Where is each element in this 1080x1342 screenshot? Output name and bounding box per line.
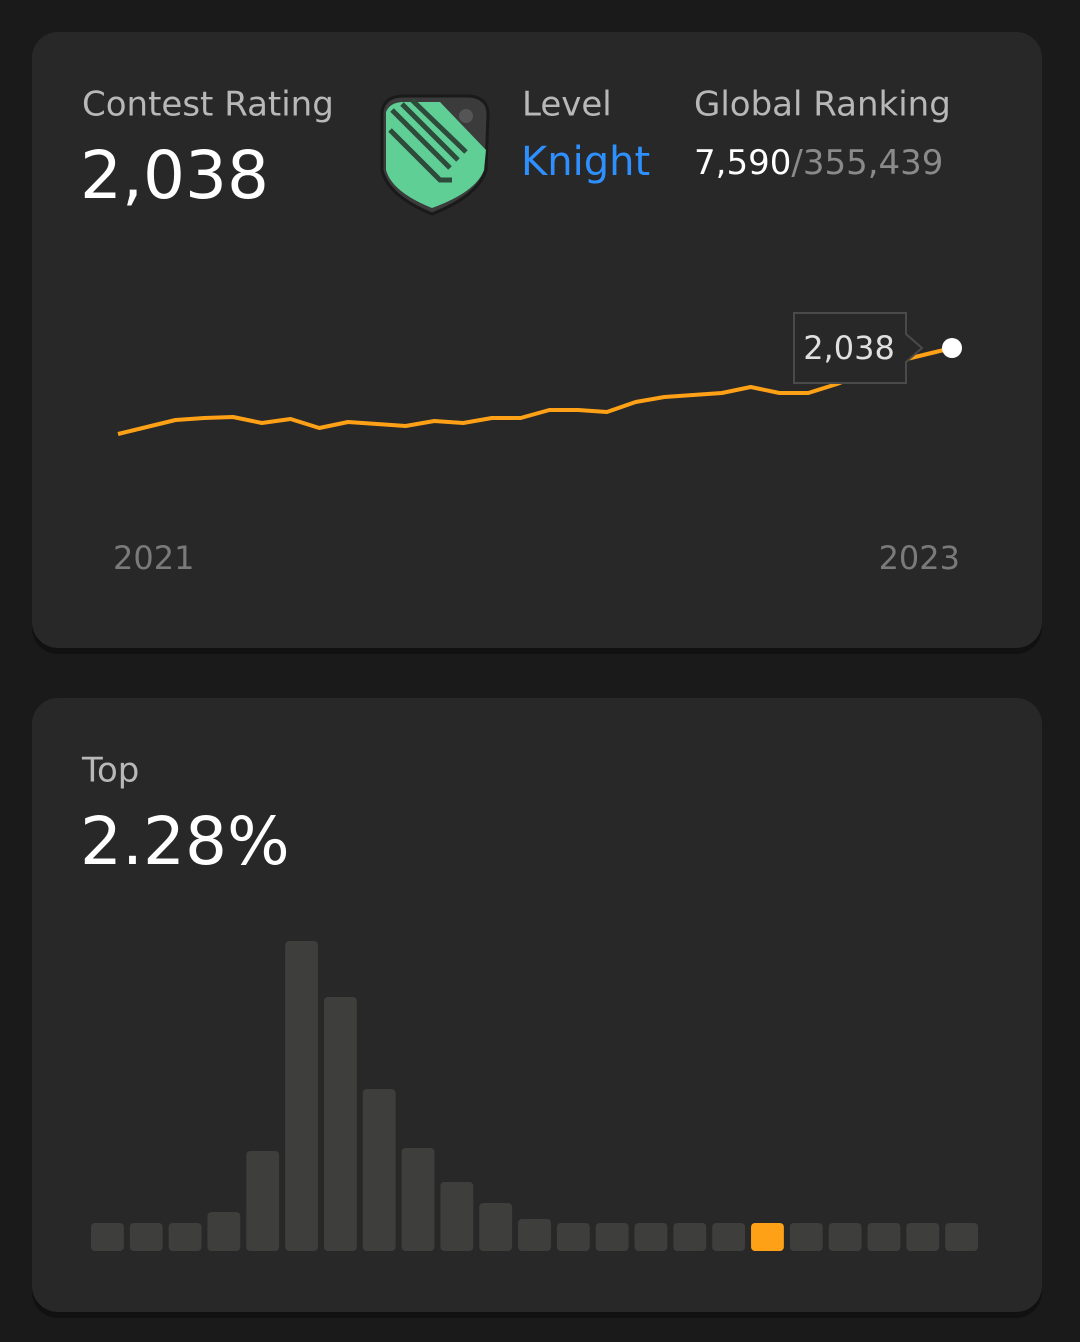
bar	[440, 1182, 474, 1251]
ranking-value: 7,590/355,439	[694, 143, 943, 183]
top-label: Top	[81, 751, 139, 791]
bar	[906, 1223, 940, 1251]
bar	[168, 1223, 202, 1251]
tooltip-label: 2,038	[803, 329, 895, 367]
bar	[401, 1148, 435, 1251]
top-card	[32, 698, 1042, 1312]
bar	[751, 1223, 784, 1251]
bar	[362, 1089, 396, 1251]
bar	[789, 1223, 823, 1251]
bar	[634, 1223, 668, 1251]
total: 355,439	[803, 143, 944, 183]
end-point	[942, 338, 962, 358]
rating-value: 2,038	[80, 137, 269, 214]
level-badge	[380, 94, 490, 216]
bar	[673, 1223, 707, 1251]
tooltip-box	[793, 312, 924, 384]
bar	[595, 1223, 629, 1251]
x-tick-label: 2021	[113, 539, 194, 577]
bar	[945, 1223, 978, 1251]
bar	[323, 997, 357, 1251]
rating-line	[117, 346, 953, 436]
bar	[207, 1212, 241, 1251]
bar	[556, 1223, 590, 1251]
level-value: Knight	[521, 139, 650, 185]
bar	[285, 941, 318, 1251]
bar	[867, 1223, 901, 1251]
rating-label: Contest Rating	[82, 85, 334, 125]
ranking-label: Global Ranking	[694, 85, 951, 125]
bar	[828, 1223, 862, 1251]
bar	[712, 1223, 746, 1251]
bar	[479, 1203, 513, 1251]
rank: 7,590	[694, 143, 791, 183]
bar	[246, 1151, 280, 1251]
x-tick-label: 2023	[879, 539, 960, 577]
top-value: 2.28%	[80, 803, 290, 880]
bar	[129, 1223, 163, 1251]
level-label: Level	[522, 85, 612, 125]
bar	[91, 1223, 124, 1251]
separator: /	[791, 143, 803, 183]
bar	[518, 1219, 551, 1251]
